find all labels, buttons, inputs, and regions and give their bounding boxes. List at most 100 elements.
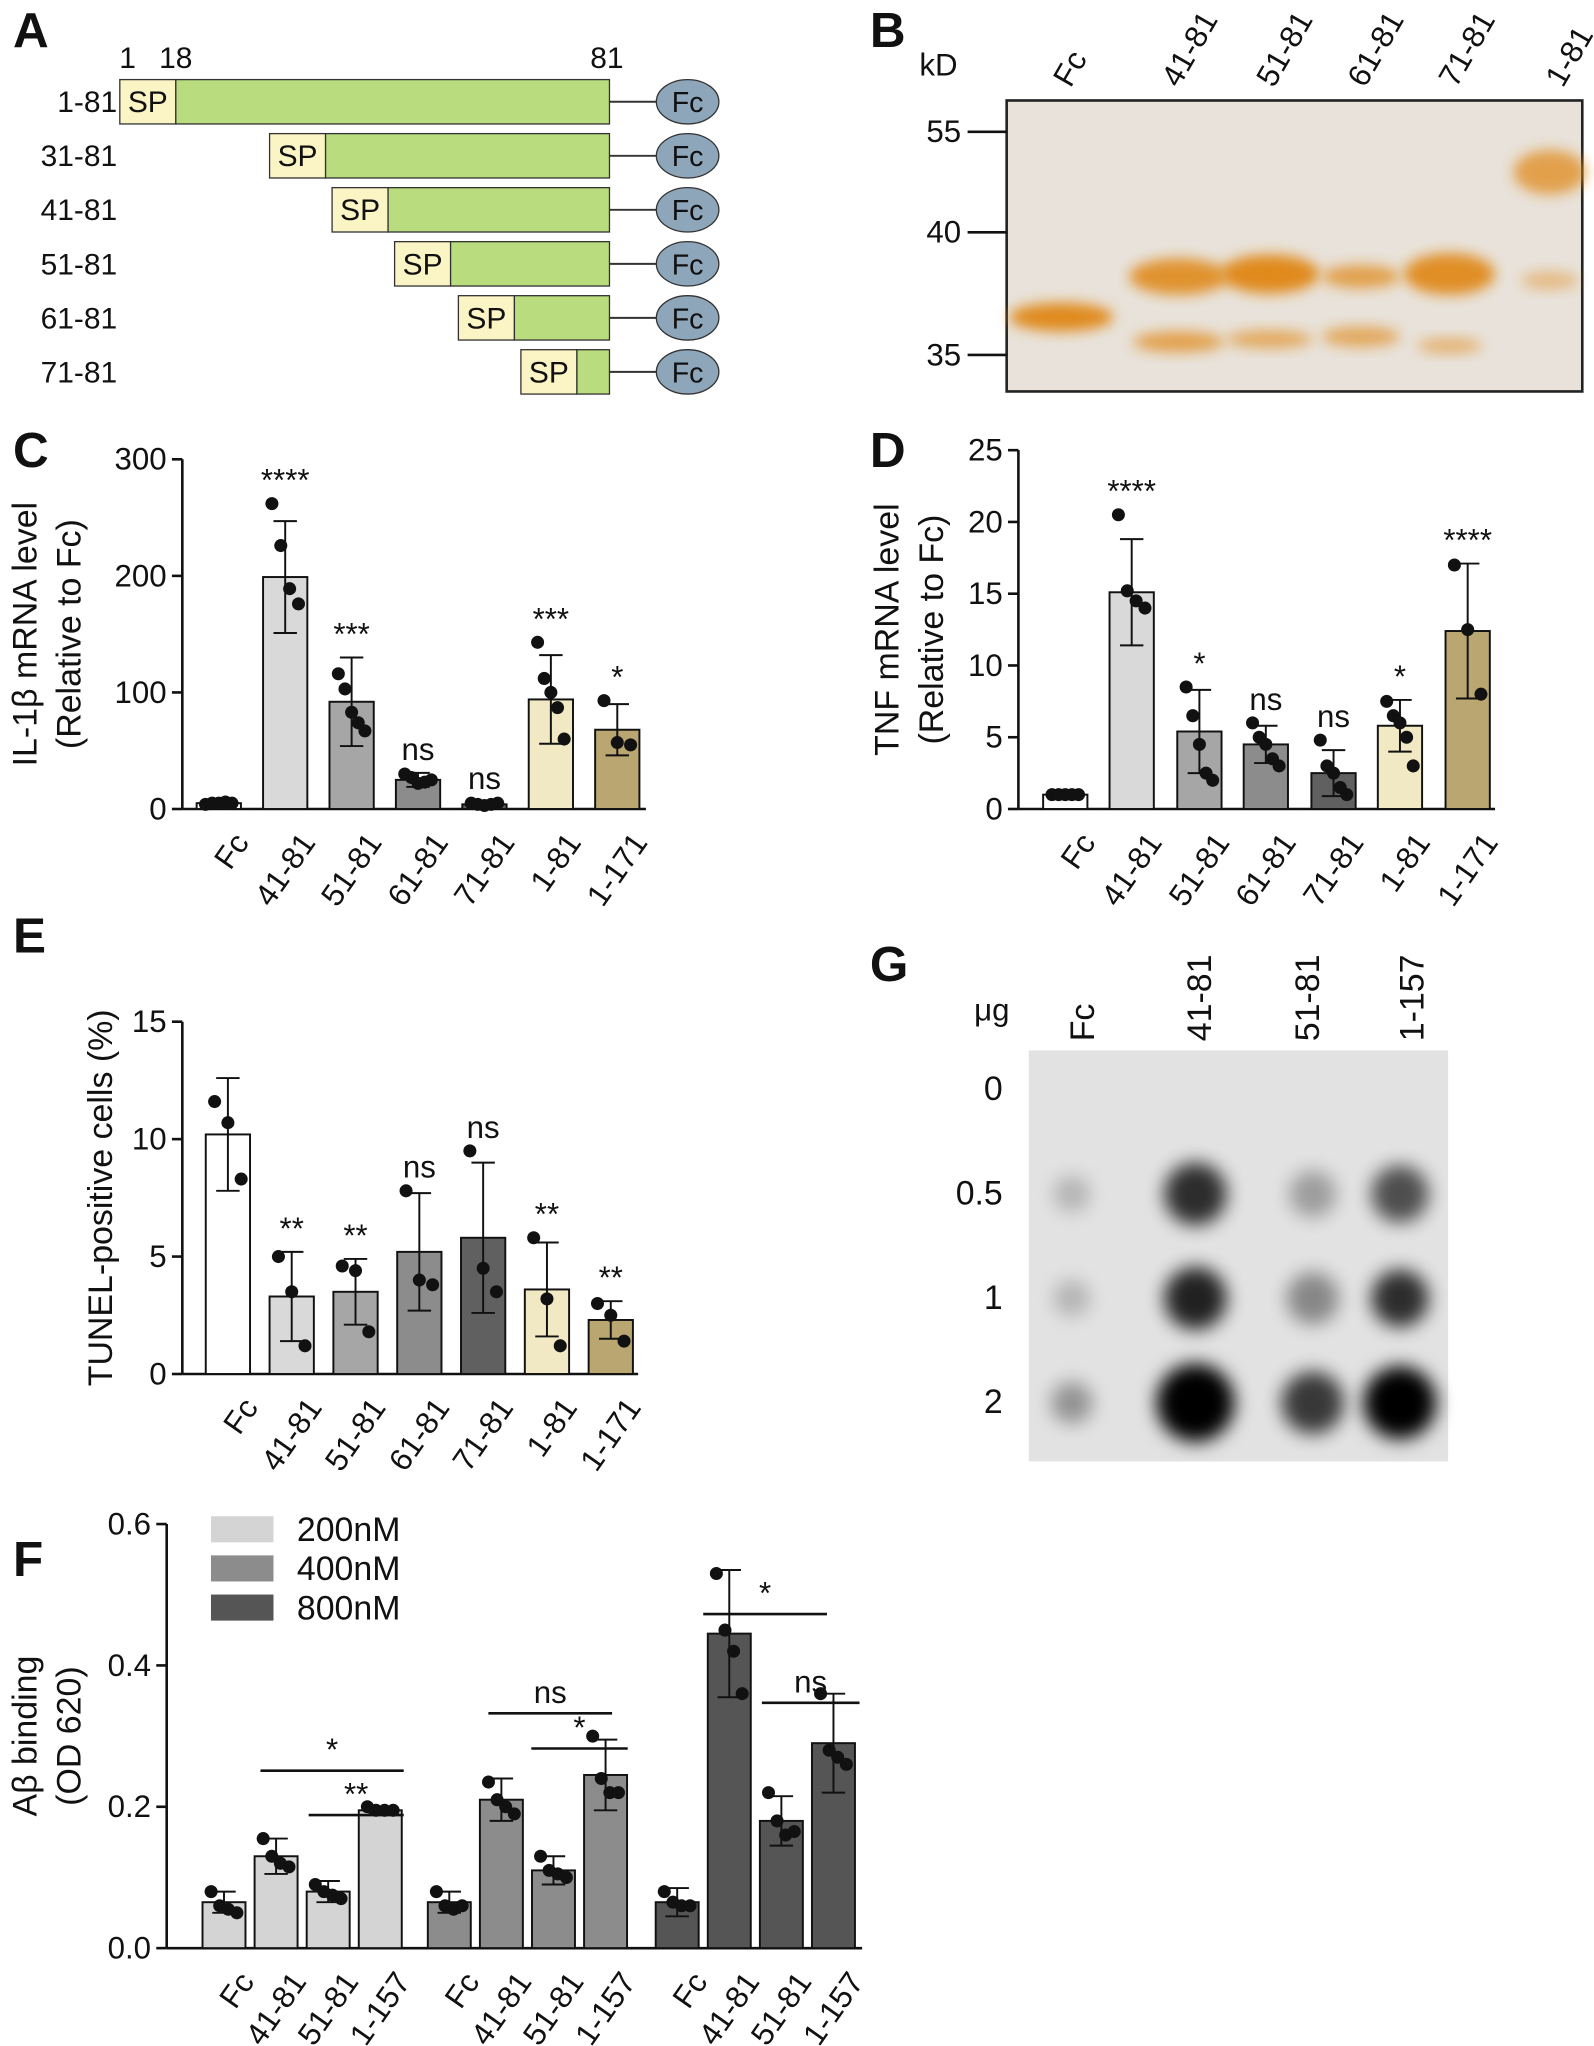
data-point <box>298 1339 312 1353</box>
significance-label: *** <box>333 616 369 651</box>
data-point <box>1474 687 1488 701</box>
blot-dot <box>1281 1371 1344 1435</box>
fc-label: Fc <box>672 249 704 281</box>
blot-dot <box>1363 1366 1437 1440</box>
construct-label: 1-81 <box>57 86 117 119</box>
panel-letter: B <box>870 3 906 58</box>
significance-label: ** <box>599 1260 623 1295</box>
y-tick-label: 10 <box>968 648 1003 683</box>
data-point <box>597 694 611 708</box>
data-point <box>735 1687 749 1701</box>
data-point <box>594 1771 608 1786</box>
significance-label: **** <box>1107 474 1156 509</box>
x-tick-label: 1-171 <box>573 1392 647 1478</box>
peptide-segment <box>175 78 611 125</box>
significance-label: **** <box>261 463 310 498</box>
x-tick-label: Fc <box>666 1966 715 2015</box>
data-point <box>611 1786 625 1800</box>
dose-label: 2 <box>984 1383 1003 1421</box>
data-point <box>624 738 638 752</box>
x-tick-label: 1-81 <box>520 1392 585 1463</box>
peptide-segment <box>324 132 611 179</box>
data-point <box>831 1750 845 1764</box>
data-point <box>1120 584 1134 598</box>
y-tick-label: 0 <box>149 1356 166 1391</box>
data-point <box>331 667 345 681</box>
gel-band <box>1521 271 1579 290</box>
lane-label: Fc <box>1064 1004 1102 1042</box>
gel-band <box>1403 253 1496 295</box>
construct-label: 31-81 <box>41 140 118 173</box>
gel-band <box>1132 331 1225 353</box>
significance-label: * <box>573 1710 585 1745</box>
data-point <box>491 796 505 810</box>
x-tick-label: 71-81 <box>1296 827 1370 913</box>
x-tick-label: 1-171 <box>580 827 654 913</box>
blot-dot <box>1050 1381 1093 1424</box>
blot-dot <box>1371 1165 1429 1223</box>
data-point <box>489 1285 503 1299</box>
lane-label: 61-81 <box>1341 5 1411 92</box>
significance-label: ns <box>794 1664 827 1699</box>
position-label: 18 <box>159 42 192 75</box>
x-tick-label: 41-81 <box>248 827 322 913</box>
data-point <box>1072 788 1086 802</box>
blot-dot <box>1371 1269 1429 1328</box>
panel-letter: D <box>870 423 906 478</box>
data-point <box>426 1278 440 1292</box>
signal-peptide <box>393 241 452 287</box>
data-point <box>271 1250 285 1264</box>
y-tick-label: 200 <box>115 558 167 593</box>
legend-swatch <box>210 1516 274 1543</box>
sp-label: SP <box>403 248 443 281</box>
data-point <box>544 685 558 699</box>
significance-label: ** <box>535 1197 559 1232</box>
panel-letter: F <box>13 1532 43 1587</box>
error-bar <box>273 520 297 634</box>
lane-label: 41-81 <box>1181 955 1219 1042</box>
lane-label: 71-81 <box>1432 5 1502 92</box>
fc-domain <box>655 132 720 179</box>
data-point <box>1406 759 1420 773</box>
data-point <box>761 1786 775 1800</box>
blot-dot <box>1053 1175 1091 1213</box>
bar <box>478 1798 524 1950</box>
peptide-segment <box>449 241 611 287</box>
data-point <box>265 1849 279 1863</box>
y-axis-label: IL-1β mRNA level <box>6 502 44 766</box>
marker-label: 35 <box>926 337 961 372</box>
data-point <box>822 1743 836 1757</box>
fc-label: Fc <box>672 141 704 173</box>
data-point <box>1272 759 1286 773</box>
significance-label: * <box>1193 646 1205 681</box>
significance-label: * <box>759 1576 771 1611</box>
significance-label: ns <box>402 732 435 767</box>
y-tick-label: 15 <box>132 1004 167 1039</box>
sp-label: SP <box>529 356 569 389</box>
position-label: 1 <box>119 42 136 75</box>
error-bar <box>539 654 563 745</box>
data-point <box>617 1334 631 1348</box>
unit-label: μg <box>974 992 1009 1027</box>
data-point <box>814 1687 828 1701</box>
fc-label: Fc <box>672 195 704 227</box>
data-point <box>610 736 624 750</box>
data-point <box>308 1878 322 1892</box>
sp-label: SP <box>340 194 380 227</box>
data-point <box>1461 623 1475 637</box>
data-point <box>1192 737 1206 751</box>
data-point <box>1340 788 1354 802</box>
x-tick-label: Fc <box>438 1966 487 2015</box>
significance-label: * <box>326 1732 338 1767</box>
x-tick-label: 51-81 <box>1162 827 1236 913</box>
data-point <box>256 1832 270 1846</box>
construct-label: 61-81 <box>41 302 118 335</box>
panel-letter: C <box>13 423 49 478</box>
data-point <box>1129 594 1143 608</box>
data-point <box>1327 766 1341 780</box>
data-point <box>1179 680 1193 694</box>
data-point <box>787 1824 801 1839</box>
gel-band <box>1321 326 1400 348</box>
fc-domain <box>655 186 720 233</box>
gel-band <box>1220 254 1320 294</box>
